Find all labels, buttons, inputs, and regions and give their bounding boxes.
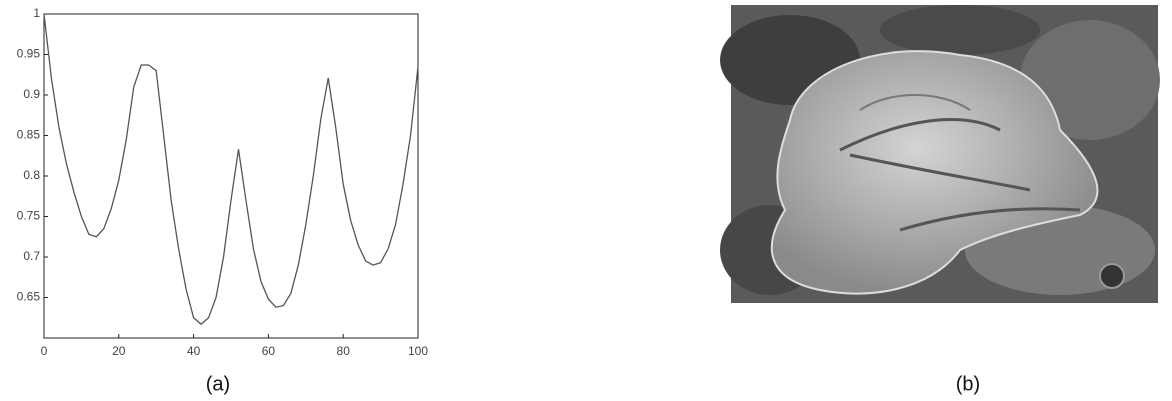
x-tick-label: 80 (337, 344, 351, 358)
caption: (b) (956, 373, 980, 395)
y-tick-label: 0.85 (17, 128, 41, 142)
data-line (43, 13, 419, 326)
y-tick-label: 0.9 (23, 87, 40, 101)
x-tick-label: 20 (112, 344, 126, 358)
y-tick-label: 0.8 (23, 168, 40, 182)
y-tick-label: 0.75 (17, 209, 41, 223)
y-tick-label: 0.95 (17, 47, 41, 61)
caption: (a) (206, 373, 230, 395)
x-tick-label: 100 (408, 344, 428, 358)
x-tick-label: 60 (262, 344, 276, 358)
y-tick-label: 1 (33, 6, 40, 20)
y-tick-label: 0.7 (23, 249, 40, 263)
x-tick-label: 0 (41, 344, 48, 358)
x-tick-label: 40 (187, 344, 201, 358)
plot-frame (43, 13, 419, 339)
y-tick-label: 0.65 (17, 290, 41, 304)
rose-photo (720, 5, 1160, 303)
